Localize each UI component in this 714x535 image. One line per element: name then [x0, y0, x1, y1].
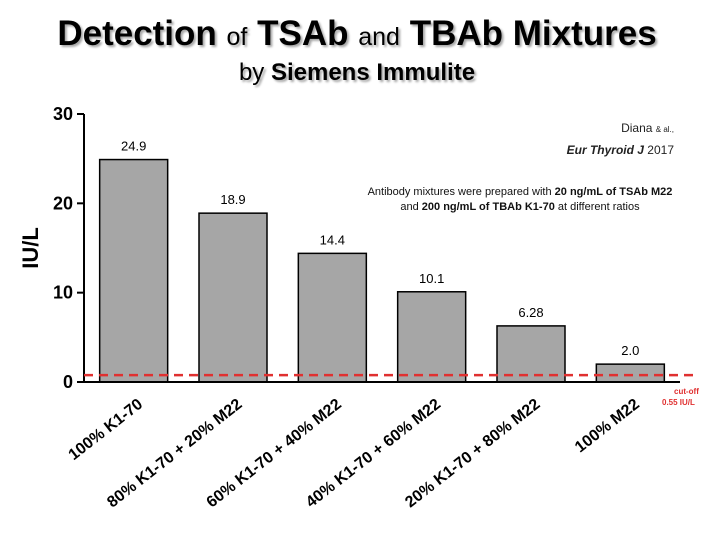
mixture-note: Antibody mixtures were prepared with 20 …: [360, 185, 680, 215]
title-of: of: [226, 23, 248, 51]
note-bold-1: 20 ng/mL of TSAb M22: [554, 186, 673, 198]
bar: [98, 158, 169, 383]
y-tick-label: 30: [53, 104, 73, 124]
note-text-2: and: [400, 201, 422, 213]
y-tick-label: 10: [53, 283, 73, 303]
bar: [297, 252, 368, 383]
ref-etal: & al.,: [655, 125, 674, 134]
ref-journal: Eur Thyroid J: [566, 143, 644, 157]
title-part-tbab: TBAb Mixtures: [409, 14, 657, 53]
title-and: and: [358, 23, 400, 51]
subtitle-by: by: [238, 59, 265, 86]
subtitle-brand: Siemens Immulite: [270, 59, 476, 86]
bar-value-label: 14.4: [320, 232, 345, 247]
cutoff-label: cut-off: [674, 387, 699, 396]
bar-value-label: 24.9: [121, 139, 146, 154]
bar-value-label: 18.9: [220, 192, 245, 207]
ref-year: 2017: [647, 143, 674, 157]
chart-title: Detection of TSAb and TBAb Mixtures: [0, 14, 714, 57]
bar: [595, 363, 666, 383]
bar-value-label: 6.28: [518, 305, 543, 320]
note-bold-2: 200 ng/mL of TBAb K1-70: [421, 201, 555, 213]
note-text-1: Antibody mixtures were prepared with: [367, 186, 555, 198]
bar: [496, 325, 566, 383]
title-part-tsab: TSAb: [257, 14, 349, 53]
bar: [198, 212, 268, 383]
reference-citation: Diana & al., Eur Thyroid J 2017: [567, 118, 674, 160]
title-part-detection: Detection: [57, 14, 217, 53]
bar-value-label: 2.0: [621, 343, 639, 358]
x-category-label: 100% K1-70: [66, 396, 147, 464]
cutoff-value-label: 0.55 IU/L: [662, 398, 695, 407]
chart-subtitle: by Siemens Immulite: [0, 58, 714, 88]
y-axis-label: IU/L: [18, 227, 43, 269]
bar-value-label: 10.1: [419, 271, 444, 286]
bar: [396, 291, 467, 383]
note-text-3: at different ratios: [554, 201, 640, 213]
y-tick-label: 20: [53, 193, 73, 213]
ref-author: Diana: [621, 121, 653, 135]
x-category-label: 100% M22: [572, 396, 643, 457]
y-tick-label: 0: [63, 372, 73, 392]
